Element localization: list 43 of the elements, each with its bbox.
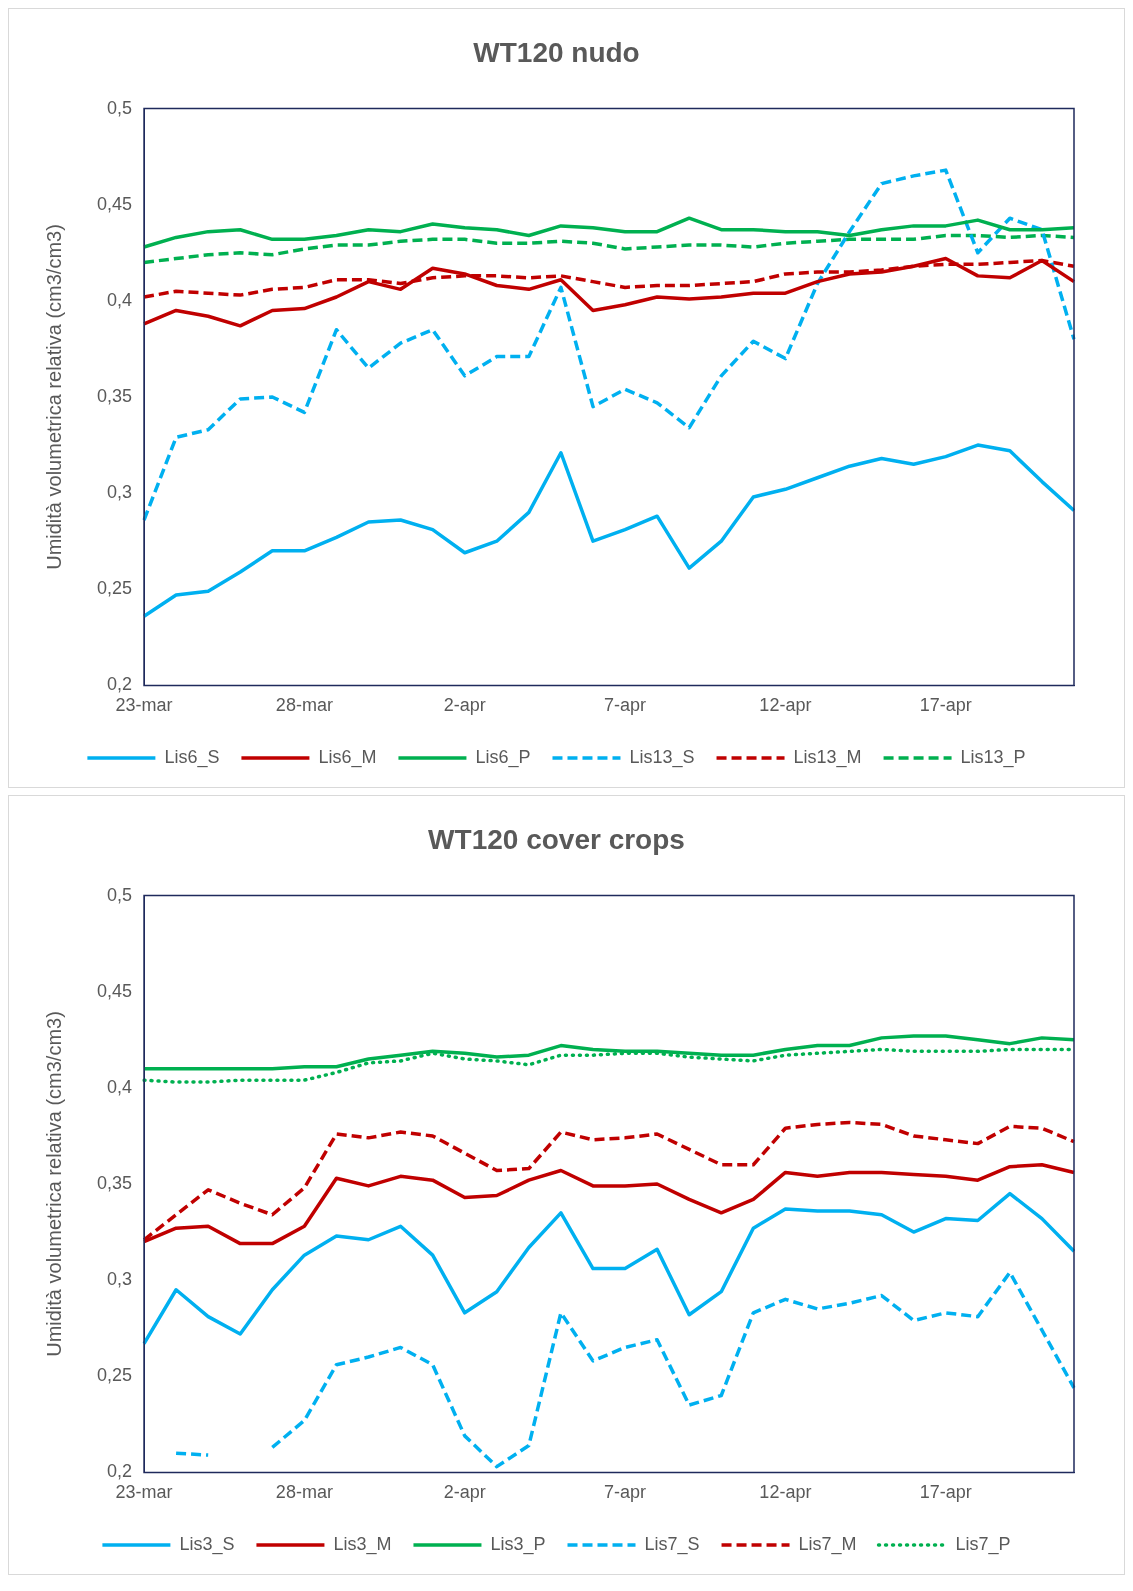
legend-label: Lis13_S xyxy=(629,746,695,768)
y-tick-label: 0,4 xyxy=(107,289,133,310)
y-tick-label: 0,5 xyxy=(107,884,133,905)
legend-label: Lis7_S xyxy=(644,1533,700,1555)
x-tick-label: 23-mar xyxy=(115,695,173,716)
chart-title: WT120 nudo xyxy=(473,36,640,68)
x-tick-label: 23-mar xyxy=(115,1482,173,1503)
legend-label: Lis6_P xyxy=(475,746,531,768)
x-tick-label: 7-apr xyxy=(604,1482,647,1503)
x-tick-label: 7-apr xyxy=(604,695,647,716)
x-tick-label: 2-apr xyxy=(443,1482,486,1503)
y-axis-title: Umidità volumetrica relativa (cm3/cm3) xyxy=(42,224,65,570)
legend-label: Lis13_P xyxy=(960,746,1026,768)
y-tick-label: 0,25 xyxy=(96,578,133,599)
x-tick-label: 12-apr xyxy=(759,1482,812,1503)
x-tick-label: 2-apr xyxy=(443,695,486,716)
y-tick-label: 0,35 xyxy=(96,385,133,406)
y-tick-label: 0,4 xyxy=(107,1076,133,1097)
legend-label: Lis13_M xyxy=(793,746,862,768)
x-tick-label: 17-apr xyxy=(919,1482,972,1503)
x-tick-label: 28-mar xyxy=(275,695,333,716)
line-series xyxy=(142,168,1076,522)
legend-label: Lis7_M xyxy=(798,1533,857,1555)
legend-label: Lis6_S xyxy=(164,746,220,768)
y-tick-label: 0,3 xyxy=(107,482,133,503)
chart-title: WT120 cover crops xyxy=(428,823,685,855)
y-tick-label: 0,2 xyxy=(107,1461,133,1482)
y-tick-label: 0,3 xyxy=(107,1269,133,1290)
legend-label: Lis3_S xyxy=(179,1533,235,1555)
y-tick-label: 0,35 xyxy=(96,1172,133,1193)
x-tick-label: 17-apr xyxy=(919,695,972,716)
legend-label: Lis6_M xyxy=(318,746,377,768)
x-tick-label: 28-mar xyxy=(275,1482,333,1503)
y-tick-label: 0,45 xyxy=(96,980,133,1001)
y-tick-label: 0,45 xyxy=(96,193,133,214)
y-tick-label: 0,5 xyxy=(107,97,133,118)
legend-label: Lis3_M xyxy=(333,1533,392,1555)
y-axis-title: Umidità volumetrica relativa (cm3/cm3) xyxy=(42,1011,65,1357)
legend-label: Lis3_P xyxy=(490,1533,546,1555)
legend-label: Lis7_P xyxy=(955,1533,1011,1555)
x-tick-label: 12-apr xyxy=(759,695,812,716)
y-tick-label: 0,2 xyxy=(107,674,133,695)
y-tick-label: 0,25 xyxy=(96,1365,133,1386)
